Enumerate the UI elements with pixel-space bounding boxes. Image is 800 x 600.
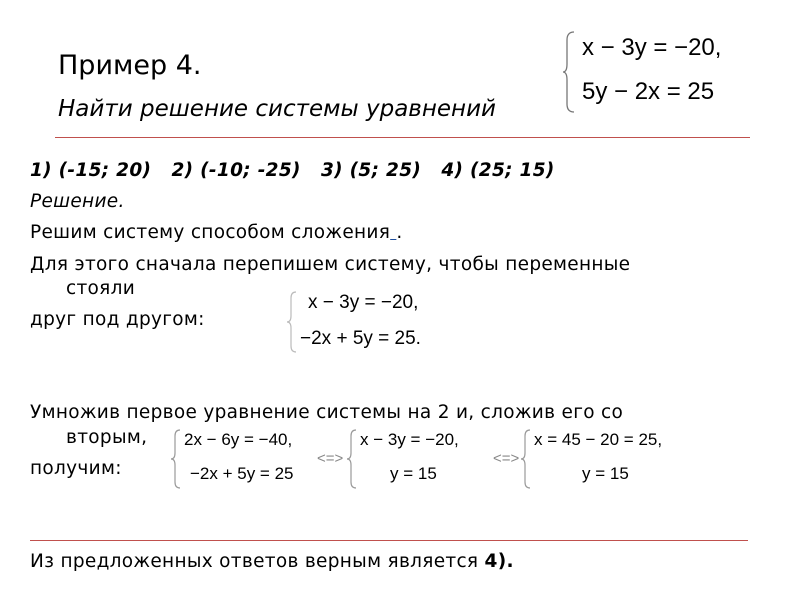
step-system-1: 2x − 6y = −40, −2x + 5y = 25 bbox=[170, 428, 310, 498]
brace-icon bbox=[346, 429, 357, 489]
slide-subtitle: Найти решение системы уравнений bbox=[58, 96, 496, 122]
equation: x − 3y = −20, bbox=[360, 430, 459, 449]
equation: y = 15 bbox=[582, 464, 629, 483]
solution-label: Решение. bbox=[30, 191, 125, 212]
title-divider bbox=[55, 137, 750, 138]
multiply-line-2: вторым, bbox=[66, 427, 148, 448]
equation: −2x + 5y = 25. bbox=[300, 328, 421, 349]
method-end: . bbox=[396, 222, 403, 243]
equation: x − 3y = −20, bbox=[308, 292, 419, 313]
rewritten-system: x − 3y = −20, −2x + 5y = 25. bbox=[286, 290, 466, 360]
header-system: x − 3y = −20, 5y − 2x = 25 bbox=[562, 30, 762, 113]
rewrite-line-2: стояли bbox=[66, 278, 136, 299]
rewrite-line-3: друг под другом: bbox=[30, 309, 205, 330]
brace-icon bbox=[520, 429, 531, 489]
multiply-line-3: получим: bbox=[30, 458, 122, 479]
brace-icon bbox=[170, 429, 181, 489]
method-line: Решим систему способом сложения . bbox=[30, 222, 403, 244]
conclusion: Из предложенных ответов верным является … bbox=[30, 551, 514, 573]
equation: 2x − 6y = −40, bbox=[184, 430, 293, 449]
equation: −2x + 5y = 25 bbox=[190, 464, 294, 483]
bottom-divider bbox=[30, 540, 748, 541]
rewrite-line-1: Для этого сначала перепишем систему, что… bbox=[30, 254, 631, 275]
equivalence-symbol: <=> bbox=[317, 450, 344, 467]
step-system-2: x − 3y = −20, y = 15 bbox=[346, 428, 486, 498]
multiply-line-1: Умножив первое уравнение системы на 2 и,… bbox=[30, 402, 624, 423]
equivalence-symbol: <=> bbox=[493, 450, 520, 467]
equation: x = 45 − 20 = 25, bbox=[534, 430, 663, 449]
brace-icon bbox=[562, 31, 575, 113]
equation: 5y − 2x = 25 bbox=[582, 78, 715, 105]
equation: y = 15 bbox=[390, 464, 437, 483]
brace-icon bbox=[286, 291, 297, 353]
equation: x − 3y = −20, bbox=[582, 34, 722, 61]
slide-title: Пример 4. bbox=[58, 50, 202, 81]
answer-options: 1) (-15; 20) 2) (-10; -25) 3) (5; 25) 4)… bbox=[30, 160, 555, 181]
step-system-3: x = 45 − 20 = 25, y = 15 bbox=[520, 428, 720, 498]
conclusion-text: Из предложенных ответов верным является bbox=[30, 551, 485, 572]
conclusion-answer: 4). bbox=[484, 551, 514, 572]
method-text: Решим систему способом сложения bbox=[30, 222, 391, 243]
